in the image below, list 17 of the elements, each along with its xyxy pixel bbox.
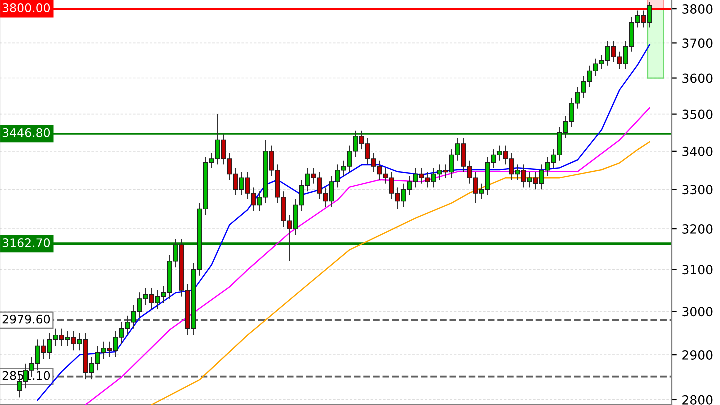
ref-line-label: 3162.70	[2, 238, 50, 248]
y-tick-label: 3500	[682, 110, 713, 120]
y-tick-label: 2900	[682, 350, 713, 360]
y-tick-label: 3800	[682, 4, 713, 14]
ref-line-label: 3446.80	[2, 128, 50, 138]
y-tick-label: 2800	[682, 395, 713, 405]
y-tick-label: 3200	[682, 224, 713, 234]
line-series	[151, 141, 650, 405]
y-tick-label: 3100	[682, 265, 713, 275]
y-tick-label: 3700	[682, 38, 713, 48]
y-tick-label: 3000	[682, 307, 713, 317]
y-tick-label: 3300	[682, 185, 713, 195]
y-tick-label: 3400	[682, 146, 713, 156]
line-series	[85, 108, 650, 405]
ref-line-label: 3800.00	[2, 4, 50, 12]
ref-line-label: 2979.60	[2, 314, 50, 324]
y-tick-label: 3600	[682, 74, 713, 84]
